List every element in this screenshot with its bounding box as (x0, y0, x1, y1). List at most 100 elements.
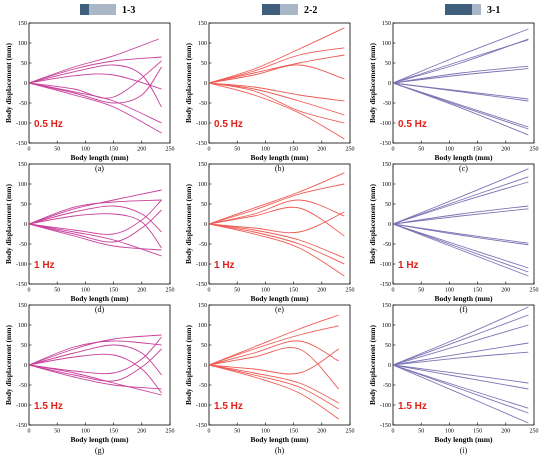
x-tick-label: 50 (54, 429, 60, 435)
chart-panel: 0 50 100 150 200 250-150-100-50050100150Body … (368, 303, 539, 455)
x-axis-label: Body length (mm) (435, 435, 493, 444)
series-line (393, 306, 529, 366)
series-line (29, 64, 162, 108)
series-line (209, 348, 339, 375)
series-line (209, 172, 345, 225)
series-line (393, 168, 529, 225)
legend-label: 2-2 (304, 5, 317, 16)
y-tick-label: -50 (199, 242, 207, 248)
y-axis-label: Body displacement (mm) (4, 43, 13, 123)
series-line (209, 54, 345, 84)
y-tick-label: -150 (16, 141, 27, 147)
x-tick-label: 0 (208, 147, 211, 153)
series-line (29, 336, 162, 375)
y-axis-label: Body displacement (mm) (368, 43, 377, 123)
x-axis-label: Body length (mm) (435, 153, 493, 162)
y-tick-label: -50 (19, 242, 27, 248)
y-tick-label: 150 (382, 303, 391, 309)
chart-panel: 0 50 100 150 200 250-150-100-50050100150Body … (368, 162, 539, 314)
legend-swatch-dark (80, 4, 89, 15)
y-tick-label: 100 (382, 323, 391, 329)
y-tick-label: 150 (198, 303, 207, 309)
series-line (393, 351, 529, 366)
x-tick-label: 150 (289, 429, 298, 435)
x-tick-label: 250 (346, 147, 355, 153)
chart-panel: 0 50 100 150 200 250-150-100-50050100150Body … (4, 303, 175, 455)
x-tick-label: 100 (81, 147, 90, 153)
x-tick-label: 50 (418, 429, 424, 435)
panels: 0 50 100 150 200 250-150-100-50050100150Body … (4, 21, 539, 455)
series-line (209, 27, 345, 84)
x-tick-label: 100 (261, 147, 270, 153)
y-tick-label: 100 (18, 182, 27, 188)
x-tick-label: 250 (530, 288, 539, 294)
series-line (393, 342, 529, 366)
frequency-label: 1 Hz (398, 260, 419, 271)
series-line (393, 181, 529, 225)
y-tick-label: 50 (21, 202, 27, 208)
series-line (393, 223, 529, 246)
y-tick-label: -150 (16, 423, 27, 429)
series-line (393, 205, 529, 225)
panel-label: (i) (460, 446, 468, 455)
series-line (29, 82, 162, 124)
x-tick-label: 150 (109, 288, 118, 294)
x-tick-label: 50 (418, 288, 424, 294)
x-tick-label: 0 (208, 429, 211, 435)
series-line (29, 199, 162, 225)
series-line (393, 364, 529, 414)
series-line (29, 344, 162, 376)
series-line (209, 64, 345, 84)
series-line (393, 28, 529, 84)
x-tick-label: 150 (473, 429, 482, 435)
frequency-label: 0.5 Hz (214, 119, 243, 130)
chart-panel: 0 50 100 150 200 250-150-100-50050100150Body … (184, 303, 355, 455)
series-group (29, 38, 162, 134)
x-tick-label: 100 (261, 429, 270, 435)
y-tick-label: 0 (24, 222, 27, 228)
y-tick-label: -50 (383, 101, 391, 107)
y-axis-label: Body displacement (mm) (368, 184, 377, 264)
series-line (393, 324, 529, 366)
series-line (209, 199, 345, 225)
chart-panel: 0 50 100 150 200 250-150-100-50050100150Body … (4, 162, 175, 314)
series-line (393, 223, 529, 269)
x-tick-label: 250 (166, 429, 175, 435)
x-tick-label: 250 (166, 147, 175, 153)
series-line (393, 364, 529, 424)
y-tick-label: 0 (204, 81, 207, 87)
y-tick-label: -50 (19, 101, 27, 107)
series-line (29, 334, 162, 366)
series-line (393, 223, 529, 244)
series-line (393, 223, 529, 277)
series-line (209, 340, 339, 366)
x-tick-label: 250 (530, 429, 539, 435)
panel-label: (e) (275, 305, 284, 314)
y-tick-label: 100 (18, 323, 27, 329)
series-line (393, 208, 529, 225)
x-tick-label: 0 (28, 147, 31, 153)
x-tick-label: 100 (445, 147, 454, 153)
series-line (209, 347, 340, 390)
y-tick-label: 0 (24, 363, 27, 369)
series-group (209, 172, 345, 277)
x-tick-label: 100 (81, 429, 90, 435)
y-tick-label: 0 (24, 81, 27, 87)
panel-label: (a) (95, 164, 104, 173)
x-tick-label: 100 (445, 288, 454, 294)
x-tick-label: 50 (54, 147, 60, 153)
series-line (29, 60, 162, 99)
series-group (209, 314, 340, 420)
y-tick-label: 100 (198, 182, 207, 188)
series-line (29, 66, 162, 104)
y-tick-label: -100 (16, 121, 27, 127)
x-tick-label: 0 (208, 288, 211, 294)
x-tick-label: 150 (289, 288, 298, 294)
y-tick-label: 150 (382, 162, 391, 168)
series-line (393, 364, 529, 384)
panel-label: (h) (275, 446, 285, 455)
x-tick-label: 200 (501, 429, 510, 435)
series-line (393, 65, 529, 84)
y-tick-label: -100 (380, 262, 391, 268)
